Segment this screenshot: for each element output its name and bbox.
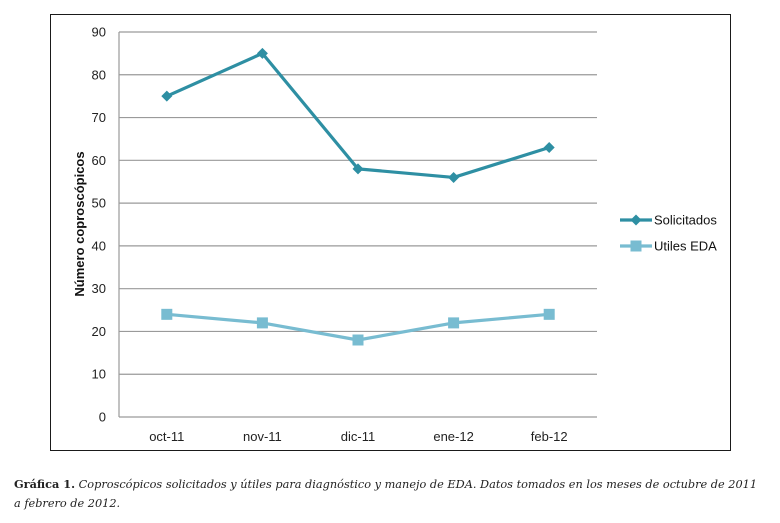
data-point	[543, 308, 555, 320]
caption-label: Gráfica 1.	[14, 477, 76, 491]
figure-caption: Gráfica 1. Coproscópicos solicitados y ú…	[14, 475, 764, 513]
x-tick-label: dic-11	[341, 429, 375, 444]
y-axis-label: Número coproscópicos	[72, 151, 87, 296]
x-tick-label: oct-11	[149, 429, 184, 444]
legend-label: Solicitados	[654, 213, 717, 228]
x-tick-label: feb-12	[531, 429, 568, 444]
y-tick-label: 60	[92, 153, 106, 168]
y-tick-label: 90	[92, 25, 106, 40]
gridlines	[118, 31, 597, 418]
data-point	[352, 334, 364, 346]
y-tick-label: 10	[92, 367, 106, 382]
y-tick-label: 50	[92, 196, 106, 211]
legend: Solicitados Utiles EDA	[620, 213, 717, 254]
caption-text: Coproscópicos solicitados y útiles para …	[14, 478, 758, 510]
x-axis-ticks: oct-11 nov-11 dic-11 ene-12 feb-12	[149, 429, 567, 444]
legend-item: Utiles EDA	[620, 239, 717, 254]
line-chart: 0 10 20 30 40 50 60 70 80 90 oct-11 nov-11 dic-11 en…	[72, 25, 717, 445]
y-tick-label: 40	[92, 238, 106, 253]
y-tick-label: 80	[92, 67, 106, 82]
data-point	[448, 317, 460, 329]
series-line	[166, 51, 550, 180]
data-point	[543, 142, 555, 153]
x-tick-label: ene-12	[433, 429, 473, 444]
series-solicitados	[161, 47, 555, 183]
legend-marker	[630, 240, 642, 252]
legend-marker	[630, 214, 642, 226]
data-point	[161, 308, 173, 320]
y-tick-label: 0	[99, 410, 106, 425]
legend-label: Utiles EDA	[654, 239, 717, 254]
data-point	[448, 171, 460, 183]
chart-frame	[50, 14, 731, 451]
y-tick-label: 20	[92, 324, 106, 339]
series-utiles-eda	[161, 308, 555, 346]
data-point	[256, 47, 268, 59]
data-point	[161, 90, 173, 102]
data-point	[352, 163, 364, 175]
y-tick-label: 70	[92, 110, 106, 125]
y-axis-ticks: 0 10 20 30 40 50 60 70 80 90	[92, 25, 106, 425]
series-group	[161, 47, 555, 346]
legend-item: Solicitados	[620, 213, 717, 228]
y-tick-label: 30	[92, 281, 106, 296]
x-tick-label: nov-11	[243, 429, 282, 444]
data-point	[256, 317, 268, 329]
